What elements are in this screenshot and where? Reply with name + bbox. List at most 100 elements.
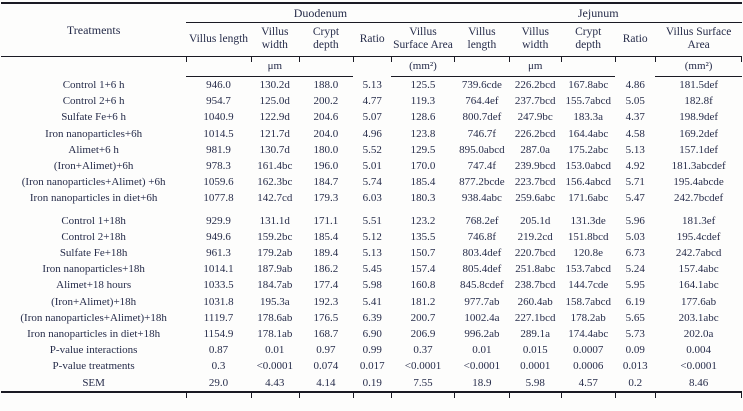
column-header-duo-crypt-depth: Crypt depth — [298, 22, 353, 57]
value-cell: 142.7cd — [257, 192, 293, 205]
value-cell: 226.2bcd — [514, 127, 556, 140]
value-cell: 167.8abc — [568, 79, 609, 91]
table-row: P-value interactions 0.87 0.01 0.97 0.99 0.37… — [1, 342, 742, 358]
value-cell: 151.8bcd — [567, 230, 609, 243]
table-row: SEM 29.0 4.43 4.14 0.19 7.55 18.9 5.98 4.57 0.2 8.… — [1, 374, 742, 393]
value-cell: 0.01 — [265, 344, 285, 357]
value-cell: 0.004 — [686, 344, 711, 357]
value-cell: 181.3ef — [681, 214, 716, 227]
value-cell: 5.07 — [362, 111, 382, 124]
value-cell: 242.7bcdef — [674, 192, 724, 205]
value-cell: 5.13 — [362, 78, 382, 91]
value-cell: 183.3a — [573, 111, 604, 124]
value-cell: 6.19 — [625, 295, 645, 308]
value-cell: 123.8 — [410, 127, 436, 140]
value-cell: 156.4abcd — [565, 176, 611, 189]
value-cell: 176.5 — [313, 311, 339, 324]
group-header-row: Treatments Duodenum Jejunum — [1, 3, 742, 57]
value-cell: 895.0abcd — [459, 143, 505, 156]
value-cell: 162.3bc — [257, 176, 293, 189]
treatment-label: Sulfate Fe+6 h — [61, 111, 127, 124]
value-cell: 5.71 — [625, 176, 645, 189]
um-label-duodenum: μm — [250, 56, 299, 77]
value-cell: 200.2 — [313, 95, 339, 108]
value-cell: 7.55 — [391, 374, 455, 393]
value-cell: 131.3de — [570, 214, 606, 227]
value-cell: 5.52 — [362, 143, 382, 156]
units-cell — [561, 56, 616, 77]
value-cell: 0.87 — [208, 344, 229, 357]
value-cell: 179.3 — [313, 192, 339, 205]
value-cell: 1014.1 — [203, 263, 234, 276]
table-row: Control 1+18h 929.9 131.1d 171.1 5.51 123.2 76… — [1, 207, 742, 229]
table-row: Iron nanoparticles+18h 1014.1 187.9ab 186.2… — [1, 261, 742, 277]
treatment-label: Sulfate Fe+18h — [59, 247, 128, 260]
value-cell: 157.4 — [410, 263, 436, 276]
treatment-label: (Iron+Alimet)+18h — [51, 295, 137, 308]
value-cell: 129.5 — [410, 143, 436, 156]
value-cell: 161.4bc — [257, 160, 293, 173]
value-cell: 175.2abc — [568, 143, 609, 156]
value-cell: 160.8 — [410, 279, 436, 292]
table-row: Control 2+6 h 954.7 125.0d 200.2 4.77 119.3 76… — [1, 93, 742, 109]
value-cell: 0.0007 — [573, 344, 604, 357]
value-cell: 0.2 — [615, 374, 656, 393]
value-cell: 260.4ab — [517, 295, 553, 308]
column-header-duo-ratio: Ratio — [352, 22, 392, 57]
value-cell: 5.41 — [362, 295, 382, 308]
table-row: P-value treatments 0.3 <0.0001 0.074 0.017 <0… — [1, 358, 742, 374]
column-header-jej-villus-surface-area: Villus Surface Area — [655, 22, 742, 57]
value-cell: 5.74 — [362, 176, 382, 189]
value-cell: 227.1bcd — [514, 311, 556, 324]
value-cell: <0.0001 — [256, 360, 294, 373]
value-cell: 121.7d — [259, 127, 290, 140]
table-row: Sulfate Fe+18h 961.3 179.2ab 189.4 5.13 150.7… — [1, 245, 742, 261]
value-cell: 198.9def — [679, 111, 719, 124]
table-row: Iron nanoparticles+6h 1014.5 121.7d 204.0 4.… — [1, 126, 742, 142]
treatment-label: Alimet+6 h — [68, 143, 119, 156]
value-cell: 800.7def — [462, 111, 502, 124]
mm2-label-jejunum: (mm²) — [655, 56, 742, 77]
value-cell: 125.5 — [410, 79, 436, 91]
table-row: (Iron nanoparticles+Alimet)+18h 1119.7 178… — [1, 310, 742, 326]
value-cell: 1119.7 — [203, 311, 234, 324]
column-header-duo-villus-length: Villus length — [186, 22, 251, 57]
value-cell: 5.12 — [362, 230, 382, 243]
value-cell: 954.7 — [206, 95, 231, 108]
value-cell: 5.13 — [362, 247, 382, 260]
value-cell: 181.3abcdef — [671, 160, 726, 173]
results-table: Treatments Duodenum Jejunum Villus lengt… — [1, 2, 742, 398]
value-cell: 195.4abcde — [673, 176, 724, 189]
value-cell: 187.9ab — [257, 263, 293, 276]
value-cell: 178.1ab — [257, 328, 293, 341]
value-cell: 0.0001 — [520, 360, 551, 373]
table-row: Alimet+18 hours 1033.5 184.7ab 177.4 5.98 160… — [1, 277, 742, 293]
value-cell: 178.6ab — [257, 311, 293, 324]
value-cell: 4.96 — [362, 127, 382, 140]
table-row: Control 1+6 h 946.0 130.2d 188.0 5.13 125.5 73… — [1, 77, 742, 94]
value-cell: 219.2cd — [517, 230, 553, 243]
value-cell: 259.6abc — [515, 192, 556, 205]
value-cell: 155.7abcd — [565, 95, 611, 108]
value-cell: 5.01 — [362, 160, 382, 173]
value-cell: 4.57 — [561, 374, 616, 393]
column-header-duo-villus-surface-area: Villus Surface Area — [391, 22, 455, 57]
value-cell: 192.3 — [313, 295, 339, 308]
value-cell: 204.0 — [313, 127, 339, 140]
value-cell: 4.14 — [298, 374, 353, 393]
table-body: Control 1+6 h 946.0 130.2d 188.0 5.13 125.5 73… — [1, 77, 742, 393]
units-cell — [454, 56, 510, 77]
value-cell: 182.8f — [684, 95, 713, 108]
value-cell: 226.2bcd — [514, 79, 556, 91]
value-cell: 195.4cdef — [676, 230, 721, 243]
value-cell: 206.9 — [410, 328, 436, 341]
value-cell: 747.4f — [467, 160, 497, 173]
value-cell: 5.96 — [625, 214, 645, 227]
treatment-label: Control 1+18h — [61, 214, 126, 227]
value-cell: 4.77 — [362, 95, 382, 108]
value-cell: 186.2 — [313, 263, 339, 276]
value-cell: 242.7abcd — [675, 247, 722, 260]
treatment-label: P-value interactions — [49, 344, 138, 357]
treatment-label: Iron nanoparticles+18h — [42, 263, 145, 276]
